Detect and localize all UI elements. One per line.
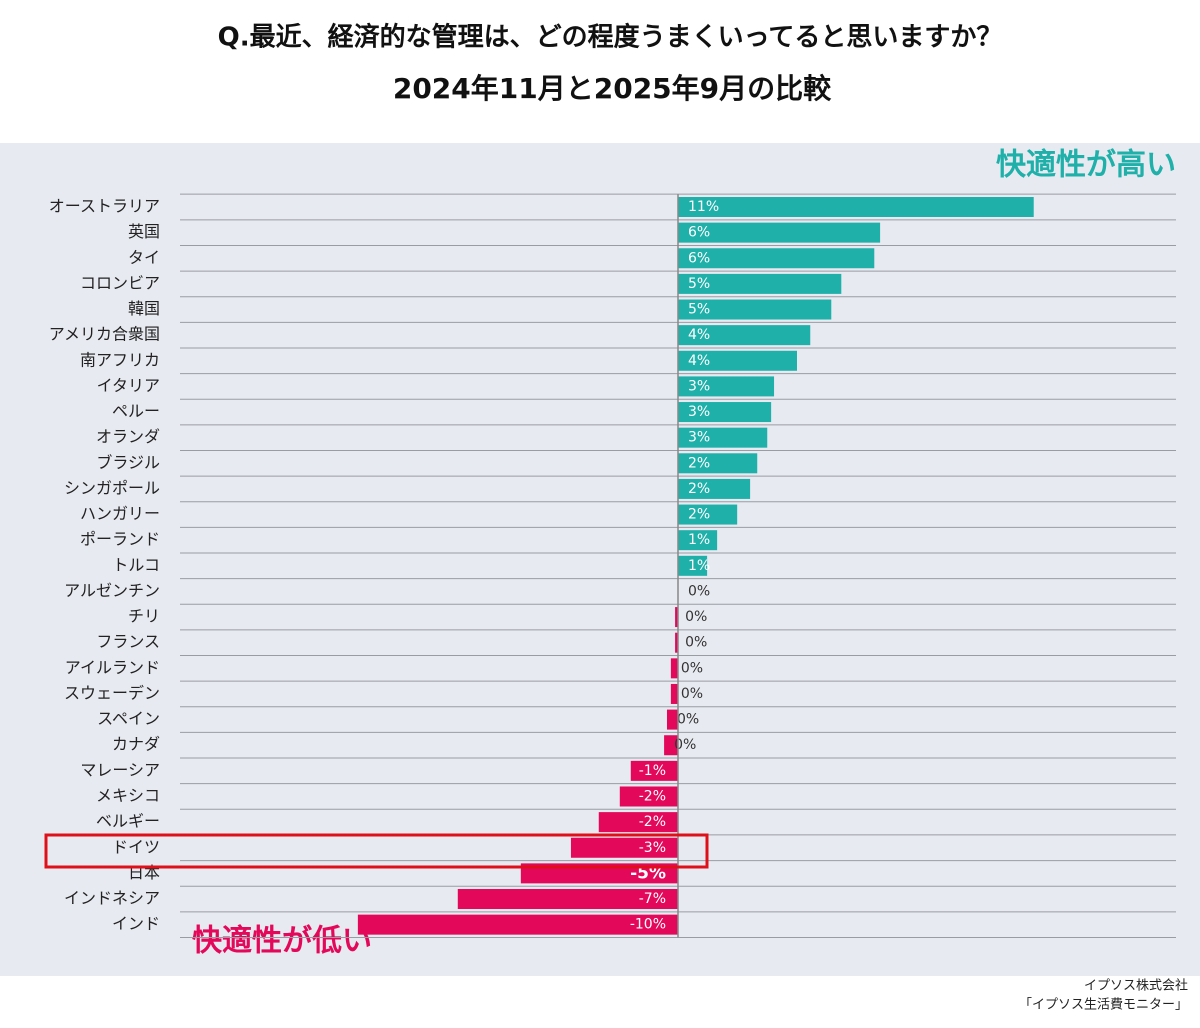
category-label: コロンビア xyxy=(80,273,160,292)
bar xyxy=(678,402,772,423)
bar xyxy=(678,504,738,525)
bar xyxy=(678,530,718,551)
plot-panel xyxy=(0,143,1200,976)
chart-title: Q.最近、経済的な管理は、どの程度うまくいってると思いますか？ xyxy=(218,22,1003,53)
bar xyxy=(678,376,775,397)
value-label: 3% xyxy=(688,378,710,394)
value-label: 3% xyxy=(688,430,710,446)
value-label: 4% xyxy=(688,353,710,369)
value-label: -10% xyxy=(630,917,666,933)
category-label: シンガポール xyxy=(64,478,160,497)
bar xyxy=(357,914,678,935)
source: 「イプソス生活費モニター」 xyxy=(1019,998,1188,1013)
value-label: -7% xyxy=(639,891,666,907)
value-label: 0% xyxy=(688,583,710,599)
category-label: ベルギー xyxy=(96,812,160,831)
bar xyxy=(678,427,768,448)
category-label: スペイン xyxy=(97,709,160,728)
value-label: 1% xyxy=(688,532,710,548)
bar xyxy=(678,453,758,474)
category-label: ハンガリー xyxy=(80,504,160,523)
category-label: ドイツ xyxy=(112,837,160,856)
value-label: 5% xyxy=(688,276,710,292)
category-label: アルゼンチン xyxy=(64,581,160,600)
value-label: -1% xyxy=(639,763,666,779)
bar xyxy=(675,632,678,653)
value-label: 0% xyxy=(685,635,707,651)
category-label: ブラジル xyxy=(96,453,160,472)
value-label: 4% xyxy=(688,327,710,343)
category-label: アイルランド xyxy=(65,658,160,677)
annotation: 快適性が高い xyxy=(996,148,1176,183)
category-label: インド xyxy=(112,914,160,933)
category-label: 南アフリカ xyxy=(80,350,160,369)
bar xyxy=(670,658,678,679)
bar xyxy=(678,478,751,499)
category-label: チリ xyxy=(128,607,160,626)
category-label: オランダ xyxy=(96,427,160,446)
value-label: -3% xyxy=(639,840,666,856)
bar xyxy=(678,325,811,346)
bar xyxy=(630,760,678,781)
value-label: 1% xyxy=(688,558,710,574)
bar xyxy=(678,248,875,269)
value-label: 6% xyxy=(688,250,710,266)
bar xyxy=(678,555,708,576)
category-label: メキシコ xyxy=(96,786,160,805)
bar xyxy=(678,299,832,320)
value-label: 2% xyxy=(688,507,710,523)
category-label: 英国 xyxy=(128,222,160,241)
value-label: 11% xyxy=(688,199,719,215)
bar xyxy=(619,786,678,807)
value-label: 5% xyxy=(688,302,710,318)
value-label: 0% xyxy=(685,609,707,625)
bar xyxy=(678,222,881,243)
bar xyxy=(598,812,678,833)
bar xyxy=(570,837,678,858)
highlight-box xyxy=(44,833,709,869)
category-label: アメリカ合衆国 xyxy=(49,325,160,344)
category-label: オーストラリア xyxy=(49,197,160,216)
value-label: 0% xyxy=(677,712,699,728)
category-label: フランス xyxy=(96,632,160,651)
category-label: タイ xyxy=(128,248,160,267)
category-label: トルコ xyxy=(112,555,160,574)
value-label: 0% xyxy=(681,686,703,702)
bar xyxy=(678,197,1034,217)
category-label: マレーシア xyxy=(80,760,160,779)
value-label: 6% xyxy=(688,225,710,241)
category-label: カナダ xyxy=(112,735,160,754)
value-label: 0% xyxy=(674,737,696,753)
category-label: 韓国 xyxy=(128,299,160,318)
bar xyxy=(664,735,678,756)
chart-subtitle: 2024年11月と2025年9月の比較 xyxy=(393,72,832,105)
bar xyxy=(678,273,842,294)
bar xyxy=(678,350,798,371)
bar xyxy=(670,683,678,704)
category-label: ペルー xyxy=(112,402,160,421)
value-label: -2% xyxy=(639,814,666,830)
value-label: 0% xyxy=(681,660,703,676)
category-label: スウェーデン xyxy=(64,683,160,702)
annotation: 快適性が低い xyxy=(192,924,372,959)
value-label: -2% xyxy=(639,788,666,804)
category-label: ポーランド xyxy=(80,530,160,549)
bar xyxy=(457,889,678,910)
category-label: インドネシア xyxy=(64,889,160,908)
value-label: 2% xyxy=(688,455,710,471)
bar xyxy=(667,709,678,730)
category-label: イタリア xyxy=(97,376,160,395)
bar xyxy=(675,607,678,628)
value-label: 2% xyxy=(688,481,710,497)
value-label: 3% xyxy=(688,404,710,420)
source: イプソス株式会社 xyxy=(1084,978,1188,994)
